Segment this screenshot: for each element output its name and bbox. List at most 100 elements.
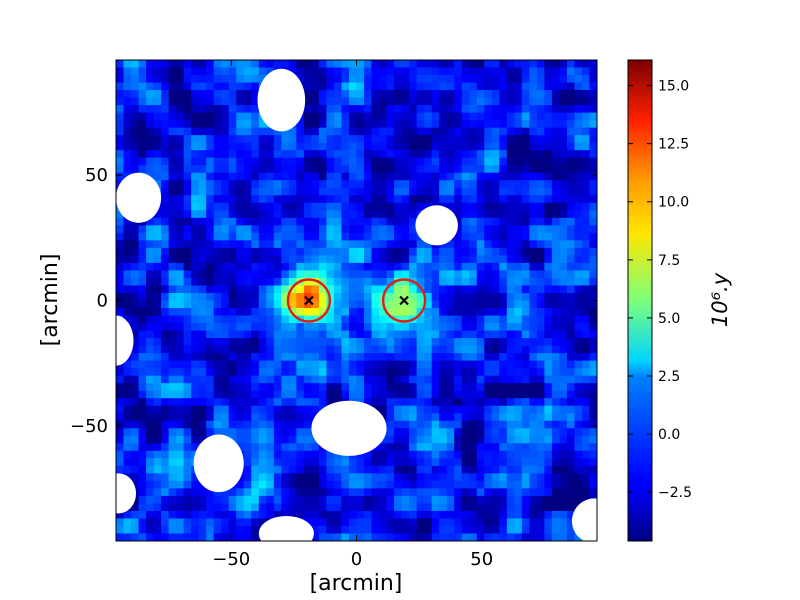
heatmap-cell — [251, 345, 260, 354]
heatmap-cell — [303, 247, 313, 257]
heatmap-cell — [551, 383, 561, 392]
heatmap-cell — [191, 473, 200, 482]
heatmap-cell — [326, 473, 335, 482]
heatmap-cell — [484, 510, 493, 520]
heatmap-cell — [131, 75, 140, 84]
heatmap-cell — [153, 135, 162, 144]
heatmap-cell — [394, 75, 403, 84]
heatmap-cell — [161, 458, 170, 467]
heatmap-cell — [499, 232, 508, 241]
heatmap-cell — [551, 180, 561, 189]
heatmap-cell — [559, 180, 568, 189]
heatmap-cell — [318, 277, 328, 287]
heatmap-cell — [206, 210, 215, 219]
heatmap-cell — [236, 368, 245, 377]
heatmap-cell — [574, 398, 583, 407]
heatmap-cell — [461, 180, 470, 189]
heatmap-cell — [566, 458, 576, 467]
heatmap-cell — [371, 315, 380, 324]
heatmap-cell — [424, 195, 433, 204]
heatmap-cell — [131, 240, 140, 249]
heatmap-cell — [371, 210, 380, 219]
heatmap-cell — [574, 323, 583, 332]
heatmap-cell — [454, 247, 463, 257]
heatmap-cell — [221, 210, 230, 219]
heatmap-cell — [574, 405, 583, 414]
heatmap-cell — [446, 450, 455, 459]
heatmap-cell — [506, 510, 515, 520]
heatmap-cell — [371, 285, 380, 294]
heatmap-cell — [161, 120, 170, 129]
heatmap-cell — [506, 525, 515, 535]
heatmap-cell — [409, 383, 418, 392]
heatmap-cell — [311, 90, 320, 99]
heatmap-cell — [566, 488, 576, 497]
heatmap-cell — [288, 330, 297, 339]
heatmap-cell — [401, 285, 410, 294]
heatmap-cell — [469, 277, 478, 287]
heatmap-cell — [221, 345, 230, 354]
heatmap-cell — [303, 450, 313, 459]
heatmap-cell — [326, 135, 335, 144]
heatmap-cell — [521, 277, 530, 287]
heatmap-cell — [454, 187, 463, 196]
heatmap-cell — [251, 338, 260, 347]
heatmap-cell — [153, 390, 162, 399]
heatmap-cell — [521, 127, 530, 136]
heatmap-cell — [589, 473, 597, 482]
heatmap-cell — [183, 510, 192, 520]
heatmap-cell — [559, 495, 568, 505]
heatmap-cell — [236, 157, 245, 166]
heatmap-cell — [266, 270, 275, 279]
heatmap-cell — [364, 488, 373, 497]
heatmap-cell — [168, 202, 177, 211]
heatmap-cell — [303, 270, 313, 279]
heatmap-cell — [273, 338, 282, 347]
masked-region — [116, 473, 137, 514]
heatmap-cell — [131, 142, 140, 151]
heatmap-cell — [348, 157, 358, 166]
heatmap-cell — [446, 383, 455, 392]
heatmap-cell — [146, 240, 155, 249]
heatmap-cell — [236, 210, 245, 219]
heatmap-cell — [333, 82, 343, 91]
y-tick-label: 50 — [85, 165, 108, 186]
heatmap-cell — [371, 450, 380, 459]
heatmap-cell — [469, 285, 478, 294]
heatmap-cell — [484, 428, 493, 437]
heatmap-cell — [394, 345, 403, 354]
heatmap-cell — [551, 210, 561, 219]
heatmap-cell — [168, 217, 177, 226]
heatmap-cell — [356, 383, 365, 392]
heatmap-cell — [146, 503, 155, 512]
heatmap-cell — [581, 330, 591, 339]
heatmap-cell — [559, 480, 568, 489]
heatmap-cell — [273, 353, 282, 362]
heatmap-cell — [161, 75, 170, 84]
heatmap-cell — [529, 172, 538, 181]
heatmap-cell — [416, 533, 425, 541]
heatmap-cell — [574, 172, 583, 181]
heatmap-cell — [131, 262, 140, 272]
heatmap-cell — [341, 202, 350, 211]
heatmap-cell — [431, 533, 440, 541]
heatmap-cell — [364, 135, 373, 144]
heatmap-cell — [431, 187, 440, 196]
heatmap-cell — [364, 458, 373, 467]
heatmap-cell — [386, 323, 395, 332]
heatmap-cell — [566, 112, 576, 121]
heatmap-cell — [416, 60, 425, 69]
heatmap-cell — [581, 360, 591, 369]
heatmap-cell — [123, 533, 132, 541]
heatmap-cell — [153, 285, 162, 294]
heatmap-cell — [446, 150, 455, 159]
heatmap-cell — [394, 210, 403, 219]
heatmap-cell — [273, 398, 282, 407]
heatmap-cell — [491, 270, 500, 279]
heatmap-cell — [409, 330, 418, 339]
heatmap-cell — [484, 90, 493, 99]
heatmap-cell — [446, 240, 455, 249]
heatmap-cell — [401, 180, 410, 189]
heatmap-cell — [461, 510, 470, 520]
heatmap-cell — [529, 503, 538, 512]
